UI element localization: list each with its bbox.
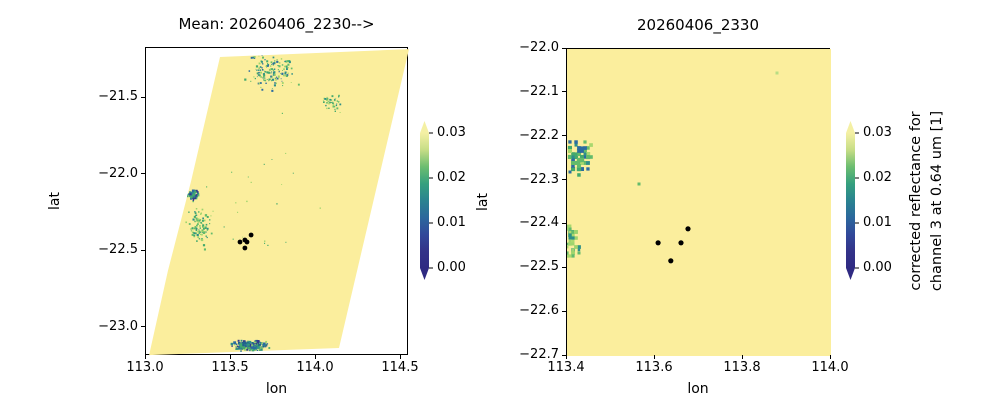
right-plot-title: 20260406_2330: [636, 16, 760, 34]
x-tick-label: 114.0: [296, 360, 334, 375]
x-tick-label: 113.5: [211, 360, 249, 375]
right-colorbar: [846, 121, 859, 284]
left-plot-title: Mean: 20260406_2230-->: [178, 15, 375, 33]
y-tick-mark: [562, 179, 566, 181]
x-tick-mark: [741, 355, 743, 359]
y-tick-label: −22.3: [519, 171, 559, 187]
speckle-layer: [185, 55, 342, 354]
colorbar-tick-label: 0.02: [863, 170, 892, 185]
fire-hotspot-dot: [248, 232, 254, 238]
colorbar-gradient: [846, 121, 859, 280]
right-xlabel: lon: [687, 381, 709, 397]
y-tick-label: −22.0: [519, 40, 559, 55]
y-tick-mark: [562, 135, 566, 137]
y-tick-label: −22.4: [519, 215, 559, 231]
y-tick-mark: [562, 354, 566, 356]
colorbar-tick-label: 0.02: [437, 170, 466, 185]
colorbar-tick-label: 0.03: [437, 125, 466, 140]
reflectance-swath: [567, 49, 831, 356]
y-tick-label: −21.5: [98, 89, 138, 105]
right-ylabel: lat: [475, 193, 491, 211]
left-colorbar: [420, 121, 433, 284]
x-tick-mark: [314, 355, 316, 359]
x-tick-label: 113.0: [126, 360, 164, 375]
right-map-axes: [566, 48, 831, 356]
colorbar-tick-label: 0.03: [863, 125, 892, 140]
y-tick-mark: [141, 249, 145, 251]
x-tick-label: 113.6: [635, 360, 673, 375]
y-tick-mark: [141, 326, 145, 328]
y-tick-mark: [141, 173, 145, 175]
y-tick-label: −22.5: [519, 259, 559, 275]
fire-hotspot-dot: [685, 226, 691, 232]
fire-hotspot-dot: [678, 240, 684, 246]
fire-hotspot-dot: [668, 258, 674, 264]
fire-hotspot-dot: [242, 245, 248, 251]
x-tick-label: 114.5: [381, 360, 419, 375]
y-tick-label: −22.2: [519, 127, 559, 143]
colorbar-tick-label: 0.01: [437, 215, 466, 230]
x-tick-mark: [829, 355, 831, 359]
y-tick-mark: [562, 222, 566, 224]
y-tick-mark: [562, 310, 566, 312]
colorbar-tick-label: 0.00: [863, 260, 892, 275]
map-plot-area: [149, 49, 409, 356]
x-tick-label: 114.0: [811, 360, 849, 375]
left-ylabel: lat: [47, 192, 63, 210]
fire-hotspot-dot: [244, 239, 250, 245]
colorbar-gradient: [420, 121, 433, 280]
y-tick-label: −22.0: [98, 165, 138, 181]
speckle-layer: [567, 71, 779, 258]
y-tick-mark: [141, 96, 145, 98]
y-tick-label: −22.1: [519, 83, 559, 99]
reflectance-swath: [149, 49, 409, 356]
colorbar-tick-label: 0.00: [437, 260, 466, 275]
y-tick-label: −22.6: [519, 303, 559, 319]
y-tick-label: −22.5: [98, 242, 138, 258]
left-map-axes: [145, 47, 409, 356]
y-tick-label: −23.0: [98, 318, 138, 334]
x-tick-mark: [565, 355, 567, 359]
fire-hotspot-dot: [237, 239, 243, 245]
x-tick-mark: [229, 355, 231, 359]
x-tick-label: 113.8: [723, 360, 761, 375]
x-tick-mark: [144, 355, 146, 359]
y-tick-mark: [562, 91, 566, 93]
right-colorbar-label: corrected reflectance for channel 3 at 0…: [908, 110, 945, 292]
fire-hotspot-dot: [655, 240, 661, 246]
y-tick-mark: [562, 266, 566, 268]
x-tick-mark: [653, 355, 655, 359]
colorbar-tick-label: 0.01: [863, 215, 892, 230]
x-tick-mark: [399, 355, 401, 359]
left-xlabel: lon: [265, 381, 288, 397]
map-plot-area: [567, 49, 831, 356]
y-tick-mark: [562, 47, 566, 49]
x-tick-label: 113.4: [547, 360, 585, 375]
y-tick-label: −22.7: [519, 347, 559, 362]
